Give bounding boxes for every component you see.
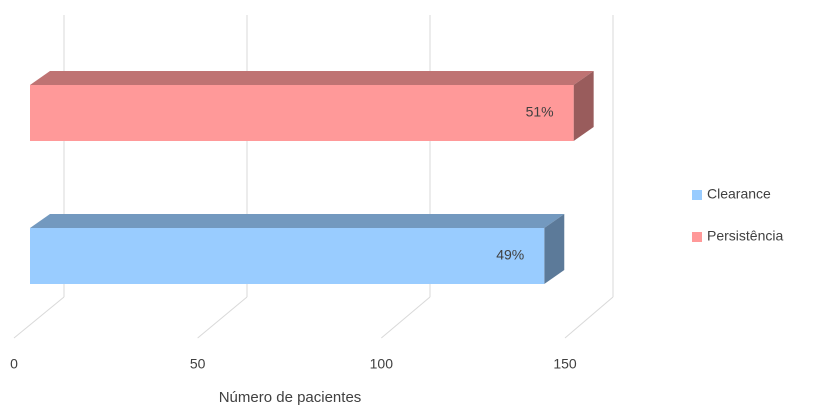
bar-top (30, 71, 594, 85)
bar (30, 228, 545, 284)
legend-label: Persistência (707, 228, 783, 244)
legend-label: Clearance (707, 186, 771, 202)
floor-line (564, 296, 614, 339)
bar-side (544, 214, 565, 284)
bar (30, 85, 574, 141)
legend-swatch (692, 232, 702, 242)
data-label: 51% (526, 104, 554, 120)
x-tick-label: 150 (553, 356, 577, 372)
bar-top (30, 214, 565, 228)
x-tick-label: 0 (10, 356, 18, 372)
floor-line (197, 296, 248, 339)
x-tick-label: 50 (190, 356, 206, 372)
floor-line (13, 296, 65, 339)
legend-swatch (692, 190, 702, 200)
floor-line (381, 296, 431, 339)
data-label: 49% (496, 247, 524, 263)
x-tick-label: 100 (370, 356, 394, 372)
x-axis-title: Número de pacientes (219, 389, 362, 406)
bar-side (573, 71, 594, 141)
